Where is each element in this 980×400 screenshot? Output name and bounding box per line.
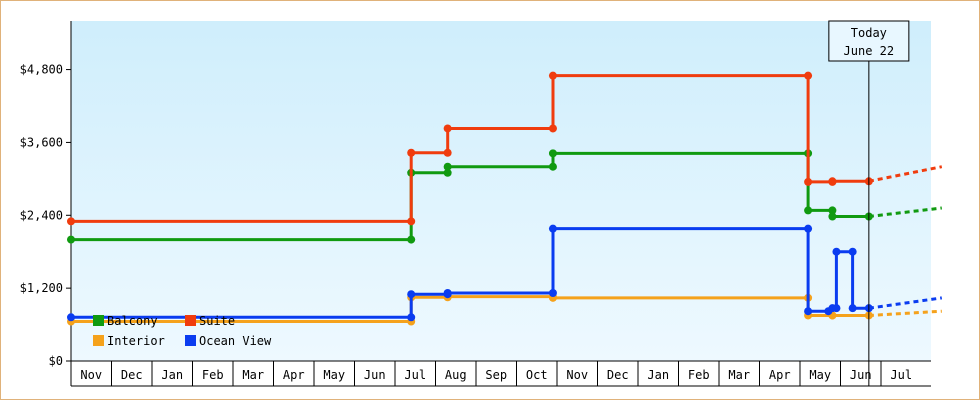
data-point-suite bbox=[443, 124, 452, 133]
projection-line-suite bbox=[868, 165, 943, 183]
data-point-balcony bbox=[443, 162, 452, 171]
data-point-balcony bbox=[804, 206, 813, 215]
data-point-suite bbox=[548, 71, 557, 80]
series-line-ocean-view bbox=[71, 227, 869, 319]
today-annotation: Today June 22 bbox=[828, 20, 910, 386]
today-box bbox=[828, 20, 910, 62]
legend-label-balcony: Balcony bbox=[107, 314, 158, 328]
data-point-ocean-view bbox=[848, 247, 857, 256]
data-point-suite bbox=[67, 217, 75, 226]
projection-line-balcony bbox=[868, 206, 942, 218]
legend-label-ocean-view: Ocean View bbox=[199, 334, 272, 348]
x-tick-label: Jul bbox=[890, 368, 912, 382]
x-tick-label: Jan bbox=[647, 368, 669, 382]
legend: Balcony Suite Interior Ocean View bbox=[93, 314, 272, 348]
x-tick-label: Aug bbox=[445, 368, 467, 382]
y-tick-label: $2,400 bbox=[20, 208, 63, 222]
data-point-ocean-view bbox=[804, 224, 813, 233]
data-point-balcony bbox=[443, 168, 452, 177]
data-point-ocean-view bbox=[832, 304, 841, 313]
data-point-balcony bbox=[67, 235, 75, 244]
x-tick-label: Mar bbox=[728, 368, 750, 382]
data-point-ocean-view bbox=[67, 313, 75, 322]
x-tick-label: May bbox=[323, 368, 345, 382]
x-tick-label: Apr bbox=[283, 368, 305, 382]
x-tick-label: Dec bbox=[121, 368, 143, 382]
x-tick-label: Jan bbox=[161, 368, 183, 382]
y-axis: $0 $1,200 $2,400 $3,600 $4,800 bbox=[20, 21, 72, 386]
x-tick-label: May bbox=[809, 368, 831, 382]
data-point-suite bbox=[804, 177, 813, 186]
x-tick-label: Jun bbox=[364, 368, 386, 382]
data-point-suite bbox=[407, 217, 416, 226]
data-point-balcony bbox=[828, 206, 837, 215]
data-point-ocean-view bbox=[443, 289, 452, 297]
y-tick-label: $3,600 bbox=[20, 135, 63, 149]
series-lines bbox=[67, 71, 943, 326]
data-point-balcony bbox=[548, 149, 557, 158]
legend-swatch-interior bbox=[93, 335, 104, 346]
x-tick-label: Jul bbox=[404, 368, 426, 382]
plot-background bbox=[71, 21, 931, 361]
data-point-ocean-view bbox=[548, 224, 557, 233]
projection-line-interior bbox=[868, 309, 942, 317]
today-label: Today bbox=[851, 26, 887, 40]
data-point-balcony bbox=[828, 212, 837, 221]
data-point-ocean-view bbox=[407, 313, 416, 322]
projection-line-ocean-view bbox=[868, 296, 943, 310]
x-tick-label: Dec bbox=[607, 368, 629, 382]
data-point-suite bbox=[443, 148, 452, 157]
x-tick-label: Nov bbox=[80, 368, 102, 382]
y-tick-label: $0 bbox=[49, 354, 63, 368]
x-axis: Nov Dec Jan Feb Mar Apr May Jun Jul Aug Sep Oct Nov D… bbox=[70, 360, 931, 387]
data-point-ocean-view bbox=[407, 290, 416, 299]
data-point-ocean-view bbox=[548, 289, 557, 297]
data-point-suite bbox=[407, 148, 416, 157]
x-tick-label: Apr bbox=[769, 368, 791, 382]
legend-label-interior: Interior bbox=[107, 334, 165, 348]
legend-label-suite: Suite bbox=[199, 314, 235, 328]
data-point-ocean-view bbox=[832, 247, 841, 256]
y-tick-label: $1,200 bbox=[20, 281, 63, 295]
x-tick-label: Feb bbox=[688, 368, 710, 382]
x-tick-label: Feb bbox=[202, 368, 224, 382]
legend-swatch-suite bbox=[185, 315, 196, 326]
x-tick-label: Mar bbox=[242, 368, 264, 382]
legend-swatch-ocean-view bbox=[185, 335, 196, 346]
data-point-ocean-view bbox=[848, 304, 857, 313]
x-tick-label: Sep bbox=[485, 368, 507, 382]
data-point-suite bbox=[804, 71, 813, 80]
x-tick-label: Jun bbox=[850, 368, 872, 382]
x-tick-label: Oct bbox=[526, 368, 548, 382]
x-tick-label: Nov bbox=[566, 368, 588, 382]
data-point-balcony bbox=[548, 162, 557, 171]
today-date: June 22 bbox=[844, 44, 895, 58]
data-point-balcony bbox=[407, 235, 416, 244]
legend-swatch-balcony bbox=[93, 315, 104, 326]
data-point-suite bbox=[548, 124, 557, 133]
data-point-suite bbox=[828, 177, 837, 186]
y-tick-label: $4,800 bbox=[20, 63, 63, 77]
data-point-ocean-view bbox=[804, 307, 813, 316]
